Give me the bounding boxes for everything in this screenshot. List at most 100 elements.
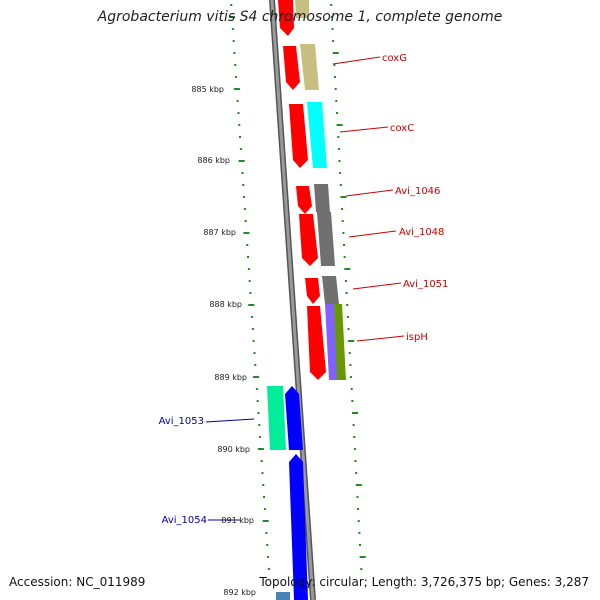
- gene-label-avi-1048[interactable]: Avi_1048: [399, 227, 444, 238]
- scale-dot: [253, 376, 260, 378]
- scale-dot: [242, 184, 245, 186]
- scale-dot: [260, 460, 263, 462]
- gene-arrow[interactable]: [289, 104, 308, 168]
- gene-arrow[interactable]: [322, 276, 339, 304]
- scale-dot: [233, 52, 236, 54]
- gene-arrow[interactable]: [314, 184, 330, 212]
- scale-dot: [359, 556, 366, 558]
- gene-arrow[interactable]: [299, 214, 318, 266]
- scale-dot: [335, 100, 338, 102]
- scale-dot: [229, 16, 236, 18]
- gene-label-ispH[interactable]: ispH: [406, 332, 428, 343]
- scale-dot: [345, 292, 348, 294]
- gene-arrow[interactable]: [267, 386, 286, 450]
- scale-dot: [335, 112, 338, 114]
- scale-dot: [261, 472, 264, 474]
- scale-dot: [267, 556, 270, 558]
- gene-labels: coxG coxC Avi_1046 Avi_1048 Avi_1051 isp…: [159, 53, 449, 526]
- gene-arrow[interactable]: [283, 46, 300, 90]
- scale-dot: [346, 304, 349, 306]
- gene-arrow[interactable]: [334, 304, 346, 380]
- scale-dot: [330, 4, 333, 6]
- scale-dot: [342, 232, 345, 234]
- scale-dot: [251, 316, 254, 318]
- scale-dot: [353, 448, 356, 450]
- scale-dot: [265, 532, 268, 534]
- gene-arrow[interactable]: [305, 278, 320, 304]
- scale-dot: [350, 388, 353, 390]
- scale-dot: [266, 544, 269, 546]
- scale-dot: [354, 460, 357, 462]
- scale-dot: [334, 88, 337, 90]
- scale-dot: [243, 196, 246, 198]
- scale-dot: [256, 400, 259, 402]
- scale-dot: [339, 184, 342, 186]
- scale-dot: [238, 124, 241, 126]
- scale-dot: [341, 220, 344, 222]
- scale-dot: [336, 124, 343, 126]
- scale-dot: [241, 172, 244, 174]
- scale-dot: [248, 304, 255, 306]
- scale-label: 888 kbp: [209, 300, 242, 309]
- scale-dot: [263, 496, 266, 498]
- scale-dot: [234, 64, 237, 66]
- scale-dot: [337, 136, 340, 138]
- scale-dot: [343, 256, 346, 258]
- gene-arrow[interactable]: [307, 306, 326, 380]
- gene-arrow[interactable]: [276, 592, 290, 600]
- scale-dot: [258, 424, 261, 426]
- gene-label-avi-1054[interactable]: Avi_1054: [162, 515, 207, 526]
- scale-dot: [349, 364, 352, 366]
- scale-dot: [263, 508, 266, 510]
- scale-dot: [341, 208, 344, 210]
- gene-arrow[interactable]: [317, 212, 335, 266]
- map-title: Agrobacterium vitis S4 chromosome 1, com…: [97, 9, 503, 25]
- scale-label: 886 kbp: [197, 156, 230, 165]
- gene-label-coxC[interactable]: coxC: [390, 123, 414, 134]
- gene-arrow[interactable]: [278, 0, 294, 36]
- scale-dot: [356, 496, 359, 498]
- gene-features: [267, 0, 346, 600]
- scale-dot: [348, 340, 355, 342]
- scale-dot: [348, 352, 351, 354]
- scale-dot: [331, 28, 334, 30]
- gene-label-avi-1053[interactable]: Avi_1053: [159, 416, 204, 427]
- scale-dot: [259, 436, 262, 438]
- scale-dot: [334, 76, 337, 78]
- scale-dot: [357, 508, 360, 510]
- scale-dot: [236, 100, 239, 102]
- gene-arrow[interactable]: [285, 386, 303, 450]
- scale-dot: [231, 28, 234, 30]
- gene-arrow[interactable]: [296, 186, 312, 214]
- scale-dot: [343, 244, 346, 246]
- scale-dot: [243, 232, 250, 234]
- scale-dot: [355, 472, 358, 474]
- scale-dot: [332, 52, 339, 54]
- scale-dot: [339, 172, 342, 174]
- scale-dot: [235, 76, 238, 78]
- gene-arrow[interactable]: [295, 0, 309, 18]
- scale-label: 887 kbp: [203, 228, 236, 237]
- scale-dot: [243, 208, 246, 210]
- gene-label-avi-1051[interactable]: Avi_1051: [403, 279, 448, 290]
- scale-dot: [246, 244, 249, 246]
- gene-arrow[interactable]: [300, 44, 319, 90]
- scale-dot: [248, 280, 251, 282]
- gene-arrow[interactable]: [289, 454, 308, 600]
- gene-arrow[interactable]: [307, 102, 327, 168]
- scale-dot: [358, 532, 361, 534]
- gene-label-coxG[interactable]: coxG: [382, 53, 407, 64]
- scale-dot: [347, 328, 350, 330]
- scale-dot: [333, 64, 336, 66]
- scale-dot: [251, 328, 254, 330]
- gene-label-avi-1046[interactable]: Avi_1046: [395, 186, 440, 197]
- scale-dot: [262, 484, 265, 486]
- scale-dot: [332, 40, 335, 42]
- scale-dot: [247, 268, 250, 270]
- scale-dot: [233, 88, 240, 90]
- scale-dots: [229, 4, 366, 570]
- scale-dot: [360, 568, 363, 570]
- scale-dot: [338, 160, 341, 162]
- scale-label: 885 kbp: [191, 85, 224, 94]
